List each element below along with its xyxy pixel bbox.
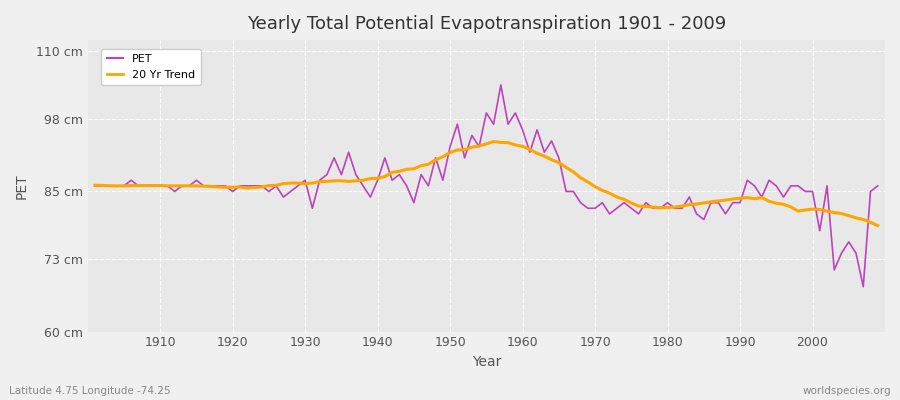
Text: worldspecies.org: worldspecies.org (803, 386, 891, 396)
X-axis label: Year: Year (472, 355, 501, 369)
Legend: PET, 20 Yr Trend: PET, 20 Yr Trend (101, 48, 201, 85)
Text: Latitude 4.75 Longitude -74.25: Latitude 4.75 Longitude -74.25 (9, 386, 171, 396)
Title: Yearly Total Potential Evapotranspiration 1901 - 2009: Yearly Total Potential Evapotranspiratio… (247, 15, 726, 33)
Y-axis label: PET: PET (15, 173, 29, 199)
